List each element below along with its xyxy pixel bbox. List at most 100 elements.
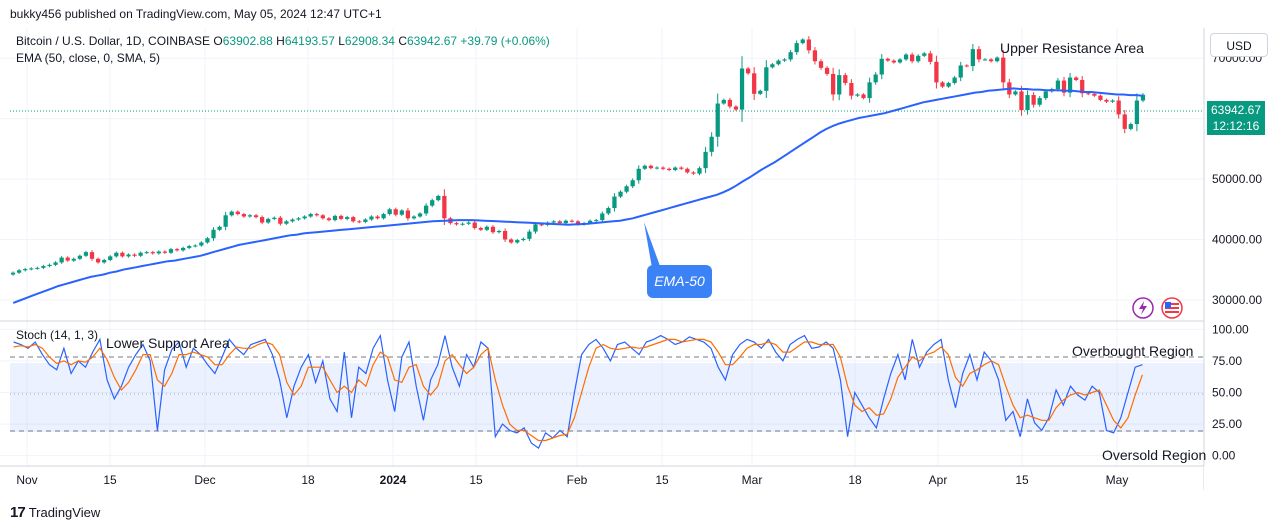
candle-body (739, 68, 745, 110)
candle-body (138, 252, 143, 256)
candle-body (1104, 99, 1109, 102)
tradingview-logo-icon[interactable]: 17 (10, 504, 26, 521)
candle-body (16, 270, 22, 273)
candle-body (557, 221, 562, 224)
close-value: 63942.67 (407, 34, 458, 48)
last-price-tag: 63942.67 12:12:16 (1207, 101, 1265, 135)
candle-body (806, 39, 811, 51)
ema-legend[interactable]: EMA (50, close, 0, SMA, 5) (16, 51, 161, 65)
us-flag-icon[interactable] (1161, 297, 1183, 319)
time-tick-label: 18 (301, 473, 315, 487)
lightning-icon[interactable] (1132, 297, 1154, 319)
time-axis-right-box (1204, 466, 1281, 490)
candle-body (1061, 80, 1067, 93)
candle-body (430, 200, 435, 206)
high-label: H (276, 34, 285, 48)
candle-body (308, 214, 313, 217)
candle-body (588, 220, 593, 224)
publish-info: bukky456 published on TradingView.com, M… (10, 7, 382, 21)
candle-body (120, 252, 125, 257)
candle-body (1037, 98, 1042, 105)
stoch-d-line (13, 338, 1143, 442)
candle-body (490, 226, 496, 233)
candle-body (150, 252, 155, 254)
candle-body (843, 75, 848, 83)
candle-body (502, 231, 508, 240)
candle-body (940, 82, 945, 87)
candle-body (199, 242, 204, 246)
candle-body (575, 221, 581, 225)
candle-body (618, 191, 623, 197)
candle-body (266, 218, 271, 223)
candle-body (776, 60, 781, 65)
candle-body (1092, 93, 1097, 96)
time-tick-label: 15 (1015, 473, 1029, 487)
candle-body (1001, 57, 1006, 83)
candle-body (660, 167, 666, 169)
candle-body (144, 252, 149, 254)
candle-body (193, 245, 198, 247)
stoch-legend[interactable]: Stoch (14, 1, 3) (16, 328, 99, 342)
candle-body (114, 252, 119, 257)
change-value: +39.79 (+0.06%) (460, 34, 550, 48)
time-tick-label: Feb (567, 473, 588, 487)
stoch-tick-label: 25.00 (1212, 417, 1242, 431)
candle-body (685, 168, 690, 173)
candle-body (393, 209, 398, 215)
candle-body (897, 59, 903, 63)
candle-body (478, 227, 483, 230)
candle-body (666, 168, 672, 170)
candle-body (600, 213, 605, 221)
candle-body (174, 249, 180, 251)
candle-body (946, 82, 951, 87)
time-tick-label: 18 (848, 473, 862, 487)
candle-body (29, 268, 34, 270)
stoch-tick-label: 75.00 (1212, 354, 1242, 368)
candle-body (691, 172, 696, 174)
candle-body (387, 209, 392, 215)
candle-body (484, 226, 490, 230)
candle-body (861, 94, 866, 99)
candle-body (460, 223, 465, 225)
candle-body (132, 254, 137, 256)
candle-body (399, 210, 404, 215)
candle-body (1025, 95, 1030, 111)
candle-body (916, 55, 921, 62)
candle-body (812, 50, 818, 62)
candle-body (673, 167, 678, 170)
time-axis-labels: Nov 15 Dec 18 2024 15 Feb 15 Mar 18 Apr 15 May (16, 473, 1128, 487)
candle-body (727, 99, 732, 107)
ema-50-line (12, 87, 1143, 304)
candle-body (23, 269, 28, 271)
stoch-band (10, 363, 1204, 432)
candle-body (77, 255, 82, 259)
ema-badge-pointer (644, 222, 660, 268)
candle-body (758, 90, 763, 94)
time-tick-label: 15 (469, 473, 483, 487)
candle-body (1013, 91, 1018, 95)
price-tick-label: 50000.00 (1212, 172, 1262, 186)
time-tick-label: Mar (742, 473, 763, 487)
candle-body (320, 215, 325, 219)
candle-body (496, 231, 502, 233)
candle-body (630, 180, 635, 187)
candle-body (89, 252, 95, 259)
symbol-title[interactable]: Bitcoin / U.S. Dollar, 1D, COINBASE (16, 34, 211, 48)
candle-body (995, 57, 1000, 62)
candle-body (369, 216, 374, 220)
brand-name: TradingView (28, 505, 101, 520)
symbol-legend: Bitcoin / U.S. Dollar, 1D, COINBASE O639… (16, 34, 550, 48)
candle-body (509, 239, 514, 243)
candle-body (247, 215, 253, 217)
candle-body (259, 217, 265, 223)
candle-body (1055, 80, 1061, 90)
currency-button[interactable]: USD (1210, 33, 1268, 57)
candle-body (521, 238, 526, 241)
price-tick-label: 40000.00 (1212, 232, 1262, 246)
candle-body (612, 196, 617, 209)
candle-body (466, 222, 471, 224)
candle-body (47, 264, 52, 267)
ema-50-badge: EMA-50 (647, 265, 712, 298)
high-value: 64193.57 (284, 34, 335, 48)
